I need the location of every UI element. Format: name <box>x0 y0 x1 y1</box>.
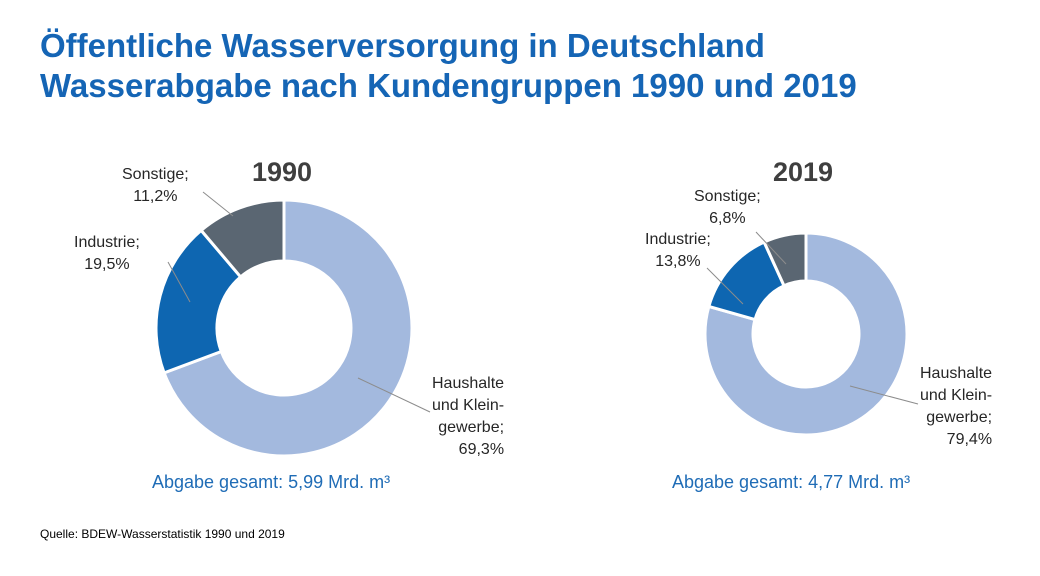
label-industrie-1990: Industrie; 19,5% <box>74 232 140 276</box>
leader-lines <box>167 191 919 413</box>
slice-haushalte-2019 <box>703 231 909 437</box>
label-value: 13,8% <box>655 253 701 270</box>
slice-haushalte-1990 <box>162 198 414 458</box>
label-line: gewerbe; <box>438 419 505 436</box>
label-line: Sonstige; <box>694 188 761 205</box>
label-sonstige-1990: Sonstige; 11,2% <box>122 164 189 208</box>
total-1990: Abgabe gesamt: 5,99 Mrd. m³ <box>152 472 391 492</box>
label-line: Haushalte <box>920 365 993 382</box>
label-line: Industrie; <box>645 231 711 248</box>
leader-line-1 <box>202 191 234 217</box>
label-value: 6,8% <box>709 210 746 227</box>
label-industrie-2019: Industrie; 13,8% <box>645 229 711 273</box>
slice-sonstige-2019 <box>762 231 808 288</box>
label-haushalte-2019: Haushalte und Klein- gewerbe; 79,4% <box>920 363 992 451</box>
label-value: 79,4% <box>946 431 993 448</box>
label-value: 11,2% <box>133 188 178 205</box>
chart-title-2019: 2019 <box>773 157 834 187</box>
label-value: 69,3% <box>458 441 505 458</box>
leader-line-5 <box>849 385 919 405</box>
leader-line-3 <box>706 267 744 305</box>
label-sonstige-2019: Sonstige; 6,8% <box>694 186 761 230</box>
label-haushalte-1990: Haushalte und Klein- gewerbe; 69,3% <box>432 373 504 461</box>
total-2019: Abgabe gesamt: 4,77 Mrd. m³ <box>672 472 911 492</box>
label-line: Sonstige; <box>122 166 189 183</box>
leader-line-4 <box>755 231 787 265</box>
chart-title-1990: 1990 <box>252 157 313 187</box>
slice-sonstige-1990 <box>199 198 286 280</box>
source-note: Quelle: BDEW-Wasserstatistik 1990 und 20… <box>40 527 285 541</box>
title-line-1: Öffentliche Wasserversorgung in Deutschl… <box>40 27 765 64</box>
donut-2019 <box>703 231 909 437</box>
donut-1990 <box>154 198 414 458</box>
page-title: Öffentliche Wasserversorgung in Deutschl… <box>40 26 857 106</box>
label-line: und Klein- <box>432 397 505 414</box>
label-line: Industrie; <box>74 234 140 251</box>
leader-line-2 <box>357 377 431 413</box>
label-value: 19,5% <box>84 256 130 273</box>
title-line-2: Wasserabgabe nach Kundengruppen 1990 und… <box>40 67 857 104</box>
label-line: Haushalte <box>432 375 505 392</box>
label-line: und Klein- <box>920 387 993 404</box>
label-line: gewerbe; <box>926 409 993 426</box>
leader-line-0 <box>167 261 191 303</box>
